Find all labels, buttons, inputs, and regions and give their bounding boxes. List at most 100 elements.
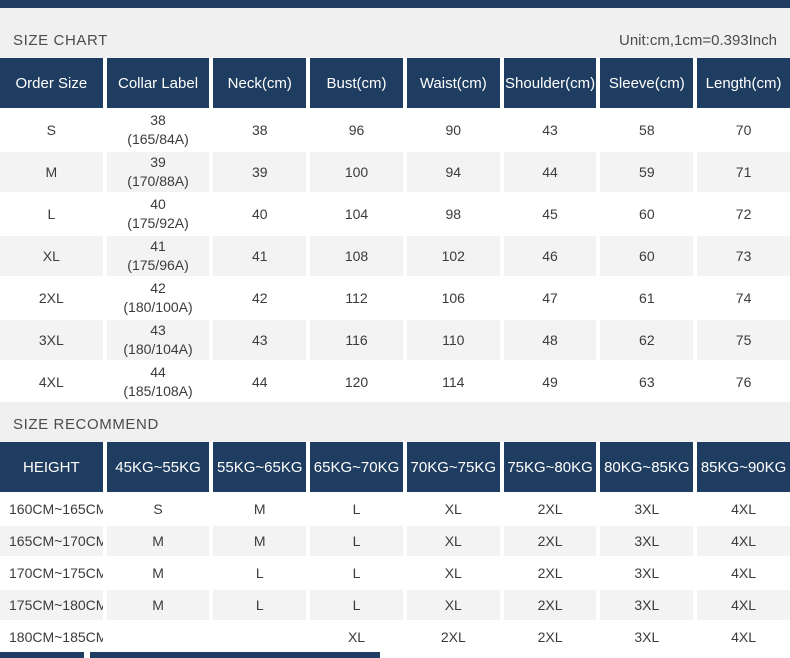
table-header-row: Order Size Collar Label Neck(cm) Bust(cm) Wa… — [0, 58, 790, 108]
cell: 43 — [503, 110, 597, 150]
cell: M — [213, 494, 307, 524]
cell: 60 — [600, 194, 694, 234]
size-chart-header-band: SIZE CHART Unit:cm,1cm=0.393Inch — [0, 8, 790, 58]
cell: 72 — [697, 194, 790, 234]
header-cell: 75KG~80KG — [503, 442, 597, 492]
top-accent-bar — [0, 0, 790, 8]
cell-line: (170/88A) — [127, 173, 189, 189]
table-row: XL 41 (175/96A) 41 108 102 46 60 73 — [0, 236, 790, 276]
header-cell: Bust(cm) — [310, 58, 403, 108]
cell: 4XL — [697, 590, 790, 620]
cell: 96 — [310, 110, 403, 150]
cell: 116 — [310, 320, 403, 360]
cell: 41 (175/96A) — [106, 236, 210, 276]
cell-line: 44 — [150, 364, 166, 380]
table-row: 170CM~175CM M L L XL 2XL 3XL 4XL — [0, 558, 790, 588]
cell: 62 — [600, 320, 694, 360]
cell: M — [106, 526, 210, 556]
cell: 45 — [503, 194, 597, 234]
cell-line: 42 — [150, 280, 166, 296]
header-cell: 85KG~90KG — [697, 442, 790, 492]
cell: 47 — [503, 278, 597, 318]
cell: M — [0, 152, 103, 192]
cell-line: (180/100A) — [123, 299, 193, 315]
cell: 4XL — [697, 494, 790, 524]
cell: L — [310, 494, 403, 524]
cell: 38 (165/84A) — [106, 110, 210, 150]
header-cell: Waist(cm) — [406, 58, 500, 108]
cell: 98 — [406, 194, 500, 234]
header-cell: 45KG~55KG — [106, 442, 210, 492]
table-row: 160CM~165CM S M L XL 2XL 3XL 4XL — [0, 494, 790, 524]
cell: 2XL — [0, 278, 103, 318]
table-row: 165CM~170CM M M L XL 2XL 3XL 4XL — [0, 526, 790, 556]
size-recommend-band: SIZE RECOMMEND — [0, 402, 790, 442]
size-chart-table: Order Size Collar Label Neck(cm) Bust(cm) Wa… — [0, 58, 790, 402]
cell: 44 (185/108A) — [106, 362, 210, 402]
cell: 90 — [406, 110, 500, 150]
cell: 43 (180/104A) — [106, 320, 210, 360]
cell: L — [213, 558, 307, 588]
cell: L — [310, 526, 403, 556]
cell: 3XL — [0, 320, 103, 360]
size-recommend-table: HEIGHT 45KG~55KG 55KG~65KG 65KG~70KG 70KG~75… — [0, 442, 790, 652]
cell: 100 — [310, 152, 403, 192]
cell: 4XL — [697, 558, 790, 588]
cell-line: (165/84A) — [127, 131, 189, 147]
header-cell: 55KG~65KG — [213, 442, 307, 492]
cell: 2XL — [503, 526, 597, 556]
cell: 2XL — [503, 590, 597, 620]
cell: 49 — [503, 362, 597, 402]
cell: 4XL — [697, 622, 790, 652]
header-cell: 80KG~85KG — [600, 442, 694, 492]
cell: L — [0, 194, 103, 234]
cell: 2XL — [503, 494, 597, 524]
cell-line: 43 — [150, 322, 166, 338]
cell: 39 (170/88A) — [106, 152, 210, 192]
cell: 75 — [697, 320, 790, 360]
cell: 48 — [503, 320, 597, 360]
cell: 43 — [213, 320, 307, 360]
cell: 61 — [600, 278, 694, 318]
unit-note: Unit:cm,1cm=0.393Inch — [619, 32, 777, 49]
table-row: 4XL 44 (185/108A) 44 120 114 49 63 76 — [0, 362, 790, 402]
cell: 41 — [213, 236, 307, 276]
cell: 94 — [406, 152, 500, 192]
table-row: 180CM~185CM XL 2XL 2XL 3XL 4XL — [0, 622, 790, 652]
cell: 76 — [697, 362, 790, 402]
cell — [106, 622, 210, 652]
table-row: 3XL 43 (180/104A) 43 116 110 48 62 75 — [0, 320, 790, 360]
table-row: 2XL 42 (180/100A) 42 112 106 47 61 74 — [0, 278, 790, 318]
cell: 59 — [600, 152, 694, 192]
cell-line: (180/104A) — [123, 341, 193, 357]
cell: 44 — [213, 362, 307, 402]
header-cell: Sleeve(cm) — [600, 58, 694, 108]
header-cell: Order Size — [0, 58, 103, 108]
cell: 120 — [310, 362, 403, 402]
cell: S — [0, 110, 103, 150]
cell-line: (185/108A) — [123, 383, 193, 399]
cell: 160CM~165CM — [0, 494, 103, 524]
cell: 46 — [503, 236, 597, 276]
cell: 175CM~180CM — [0, 590, 103, 620]
cell-line: 39 — [150, 154, 166, 170]
cell: XL — [310, 622, 403, 652]
cell-line: (175/96A) — [127, 257, 189, 273]
cell: 39 — [213, 152, 307, 192]
cell: M — [106, 558, 210, 588]
cell: M — [213, 526, 307, 556]
cell: XL — [406, 526, 500, 556]
header-cell: Neck(cm) — [213, 58, 307, 108]
cell: XL — [406, 590, 500, 620]
cell: M — [106, 590, 210, 620]
cell: 104 — [310, 194, 403, 234]
cell: 112 — [310, 278, 403, 318]
cell: 110 — [406, 320, 500, 360]
cell: 60 — [600, 236, 694, 276]
cell: 106 — [406, 278, 500, 318]
cell: 58 — [600, 110, 694, 150]
cell: 3XL — [600, 558, 694, 588]
header-cell: 65KG~70KG — [310, 442, 403, 492]
cell: XL — [406, 494, 500, 524]
